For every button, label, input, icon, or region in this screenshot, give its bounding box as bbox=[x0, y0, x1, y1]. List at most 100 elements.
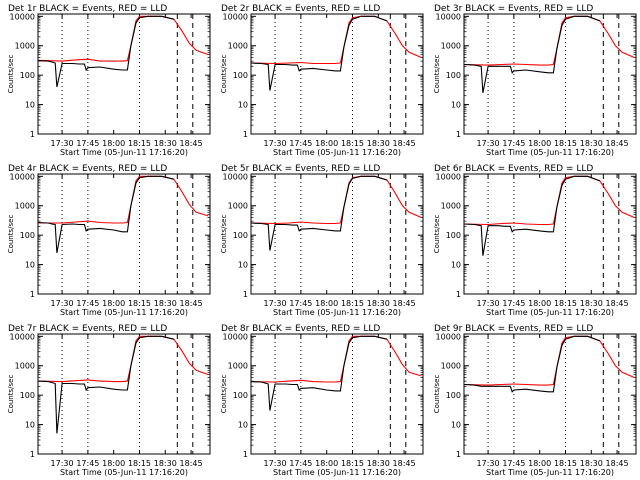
x-tick-label: 17:30 bbox=[477, 299, 500, 308]
plot-frame bbox=[37, 13, 211, 135]
y-tick-label: 100 bbox=[446, 71, 461, 80]
events-series-line bbox=[37, 15, 175, 88]
y-tick-label: 10000 bbox=[223, 332, 248, 341]
x-tick-label: 17:45 bbox=[76, 299, 99, 308]
x-axis-label: Start Time (05-Jun-11 17:16:20) bbox=[60, 148, 188, 157]
y-tick-label: 1 bbox=[456, 290, 461, 299]
y-tick-label: 1000 bbox=[15, 202, 35, 211]
x-tick-label: 18:30 bbox=[580, 139, 603, 148]
y-tick-label: 1000 bbox=[228, 42, 248, 51]
y-tick-label: 1 bbox=[30, 290, 35, 299]
y-tick-label: 1000 bbox=[228, 202, 248, 211]
x-axis-label: Start Time (05-Jun-11 17:16:20) bbox=[486, 308, 614, 317]
x-tick-label: 18:45 bbox=[606, 459, 629, 468]
y-tick-label: 1 bbox=[456, 450, 461, 459]
x-tick-label: 18:30 bbox=[367, 299, 390, 308]
x-tick-label: 18:45 bbox=[180, 299, 203, 308]
lld-series-line bbox=[250, 175, 422, 225]
x-tick-label: 18:00 bbox=[102, 139, 125, 148]
events-series-line bbox=[250, 335, 388, 411]
y-tick-label: 10000 bbox=[10, 172, 35, 181]
events-series-line bbox=[250, 15, 388, 91]
lld-series-line bbox=[38, 175, 209, 224]
plot-frame bbox=[250, 333, 424, 455]
panel-title: Det 7r BLACK = Events, RED = LLD bbox=[8, 324, 167, 334]
x-tick-label: 18:30 bbox=[367, 139, 390, 148]
y-tick-label: 100 bbox=[233, 71, 248, 80]
x-tick-label: 17:45 bbox=[502, 299, 525, 308]
panel-title: Det 8r BLACK = Events, RED = LLD bbox=[221, 324, 380, 334]
panel-title: Det 9r BLACK = Events, RED = LLD bbox=[434, 324, 593, 334]
y-tick-label: 1 bbox=[243, 450, 248, 459]
x-axis-label: Start Time (05-Jun-11 17:16:20) bbox=[486, 468, 614, 477]
x-tick-label: 18:00 bbox=[528, 459, 551, 468]
y-tick-label: 10000 bbox=[10, 12, 35, 21]
panel-title: Det 6r BLACK = Events, RED = LLD bbox=[434, 164, 593, 174]
y-tick-label: 1 bbox=[243, 130, 248, 139]
x-tick-label: 17:45 bbox=[76, 139, 99, 148]
x-tick-label: 17:30 bbox=[51, 139, 74, 148]
x-tick-label: 17:30 bbox=[264, 139, 287, 148]
x-tick-label: 17:30 bbox=[477, 139, 500, 148]
panel-title: Det 3r BLACK = Events, RED = LLD bbox=[434, 4, 593, 14]
x-tick-label: 18:15 bbox=[128, 139, 151, 148]
y-tick-label: 1 bbox=[456, 130, 461, 139]
x-tick-label: 18:15 bbox=[554, 139, 577, 148]
x-tick-label: 17:30 bbox=[51, 459, 74, 468]
plot-frame bbox=[37, 333, 211, 455]
y-tick-label: 10 bbox=[25, 421, 35, 430]
lld-series-line bbox=[463, 335, 635, 386]
x-axis-label: Start Time (05-Jun-11 17:16:20) bbox=[486, 148, 614, 157]
plot-frame bbox=[463, 333, 637, 455]
events-series-line bbox=[463, 335, 601, 393]
x-tick-label: 18:15 bbox=[341, 299, 364, 308]
x-axis-label: Start Time (05-Jun-11 17:16:20) bbox=[273, 308, 401, 317]
y-axis-label: Counts/sec bbox=[7, 55, 15, 94]
y-tick-label: 10000 bbox=[223, 12, 248, 21]
y-axis-label: Counts/sec bbox=[220, 55, 228, 94]
y-tick-label: 1 bbox=[30, 130, 35, 139]
y-tick-label: 1000 bbox=[15, 362, 35, 371]
x-tick-label: 18:15 bbox=[128, 299, 151, 308]
detector-panel: Det 1r BLACK = Events, RED = LLD Counts/s… bbox=[7, 4, 211, 157]
panel-title: Det 2r BLACK = Events, RED = LLD bbox=[221, 4, 380, 14]
x-tick-label: 18:00 bbox=[528, 139, 551, 148]
x-tick-label: 18:00 bbox=[315, 299, 338, 308]
y-tick-label: 10000 bbox=[223, 172, 248, 181]
plot-frame bbox=[250, 173, 424, 295]
x-tick-label: 17:30 bbox=[477, 459, 500, 468]
x-tick-label: 17:45 bbox=[289, 299, 312, 308]
lld-series-line bbox=[37, 335, 209, 383]
x-tick-label: 18:30 bbox=[154, 459, 177, 468]
x-tick-label: 17:45 bbox=[289, 459, 312, 468]
detector-panel: Det 4r BLACK = Events, RED = LLD Counts/s… bbox=[7, 164, 211, 317]
lld-series-line bbox=[250, 335, 422, 383]
y-tick-label: 10 bbox=[238, 421, 248, 430]
x-tick-label: 18:00 bbox=[315, 459, 338, 468]
x-tick-label: 18:30 bbox=[154, 139, 177, 148]
lld-series-line bbox=[463, 15, 635, 66]
y-tick-label: 10000 bbox=[436, 172, 461, 181]
detector-panel: Det 9r BLACK = Events, RED = LLD Counts/s… bbox=[433, 324, 637, 477]
y-tick-label: 100 bbox=[446, 391, 461, 400]
y-axis-label: Counts/sec bbox=[433, 375, 441, 414]
lld-series-line bbox=[37, 15, 209, 62]
events-series-line bbox=[463, 15, 601, 94]
lld-series-line bbox=[463, 175, 635, 226]
y-tick-label: 10 bbox=[451, 421, 461, 430]
detector-panel: Det 7r BLACK = Events, RED = LLD Counts/s… bbox=[7, 324, 211, 477]
x-tick-label: 17:45 bbox=[289, 139, 312, 148]
y-tick-label: 1000 bbox=[228, 362, 248, 371]
x-axis-label: Start Time (05-Jun-11 17:16:20) bbox=[60, 468, 188, 477]
events-series-line bbox=[37, 175, 175, 253]
detector-panel: Det 3r BLACK = Events, RED = LLD Counts/s… bbox=[433, 4, 637, 157]
x-tick-label: 18:45 bbox=[180, 459, 203, 468]
y-tick-label: 1000 bbox=[441, 202, 461, 211]
y-tick-label: 10 bbox=[451, 261, 461, 270]
y-axis-label: Counts/sec bbox=[220, 215, 228, 254]
x-tick-label: 18:45 bbox=[393, 299, 416, 308]
x-tick-label: 18:15 bbox=[554, 459, 577, 468]
x-tick-label: 18:30 bbox=[154, 299, 177, 308]
y-tick-label: 100 bbox=[20, 71, 35, 80]
